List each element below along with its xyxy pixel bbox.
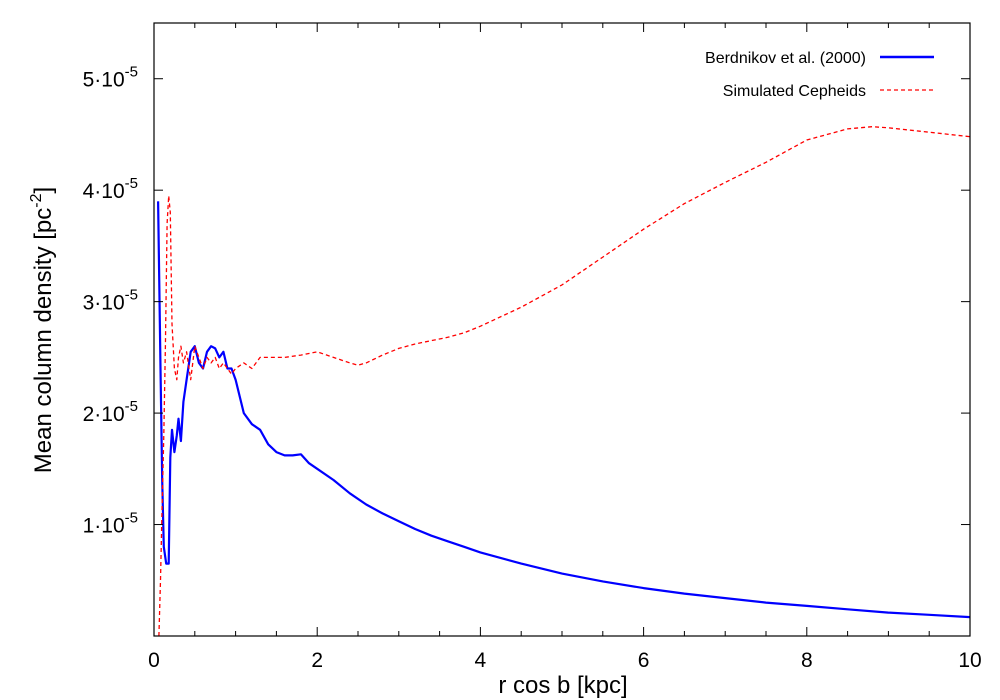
y-tick-exponent: -5 [125, 175, 138, 192]
y-axis-title-end: ] [30, 187, 57, 194]
legend-label-2: Simulated Cepheids [723, 83, 866, 100]
y-tick-mantissa: 2·10 [83, 403, 125, 426]
y-tick-exponent: -5 [125, 64, 138, 81]
series-line-2 [158, 126, 970, 636]
axes: 0 2 4 6 8 101·10-52·10-53·10-54·10-55·10-5 [83, 22, 982, 672]
x-tick-label: 10 [958, 649, 981, 672]
y-tick-label: 3·10-5 [83, 287, 138, 315]
y-axis-title-sup: -2 [28, 193, 45, 207]
y-tick-exponent: -5 [125, 510, 138, 527]
y-axis-title: Mean column density [pc-2] [28, 187, 57, 473]
y-tick-exponent: -5 [125, 287, 138, 304]
y-tick-label: 4·10-5 [83, 175, 138, 203]
y-tick-exponent: -5 [125, 398, 138, 415]
y-tick-mantissa: 1·10 [83, 515, 125, 538]
legend-label-1: Berdnikov et al. (2000) [705, 50, 866, 67]
x-tick-label: 4 [475, 649, 487, 672]
x-tick-label: 2 [311, 649, 323, 672]
y-tick-label: 2·10-5 [83, 398, 138, 426]
y-tick-mantissa: 5·10 [83, 69, 125, 92]
y-tick-mantissa: 3·10 [83, 292, 125, 315]
plot-area [157, 126, 970, 636]
legend: Berdnikov et al. (2000) Simulated Cepheid… [705, 50, 934, 100]
y-tick-label: 5·10-5 [83, 64, 138, 92]
x-axis-title: r cos b [kpc] [498, 672, 627, 699]
y-axis-title-main: Mean column density [pc [30, 208, 57, 473]
x-tick-label: 6 [638, 649, 650, 672]
series-line-1 [157, 201, 970, 619]
x-tick-label: 0 [148, 649, 160, 672]
y-tick-mantissa: 4·10 [83, 180, 125, 203]
y-tick-label: 1·10-5 [83, 510, 138, 538]
plot-frame [153, 22, 971, 637]
x-tick-label: 8 [801, 649, 813, 672]
